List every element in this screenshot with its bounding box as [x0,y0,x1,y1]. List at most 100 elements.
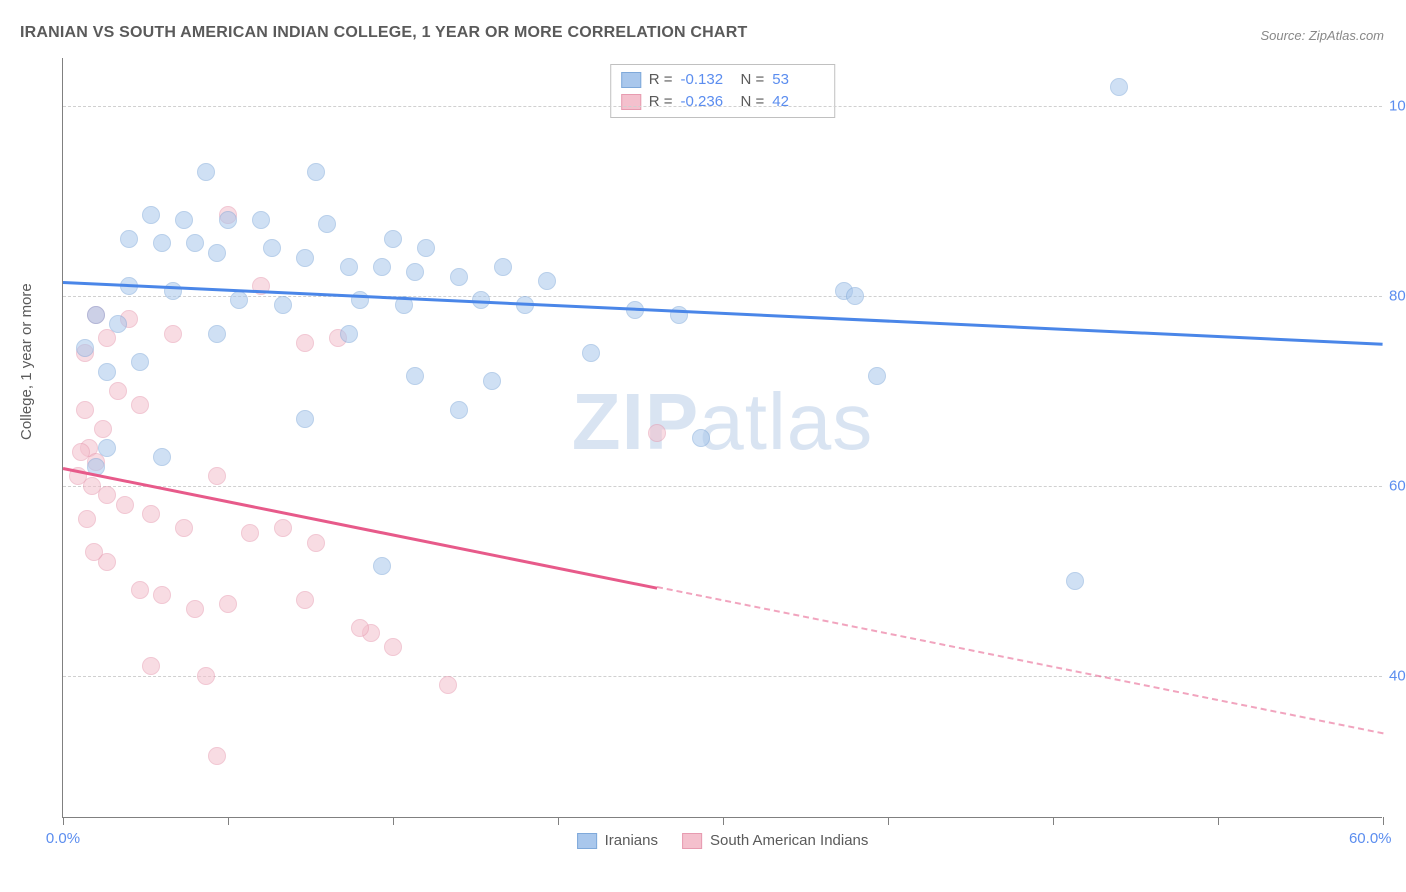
source-attribution: Source: ZipAtlas.com [1260,28,1384,43]
y-tick-label: 100.0% [1389,97,1406,114]
x-tick [1218,817,1219,825]
data-point-sai [131,396,149,414]
data-point-iranians [340,258,358,276]
data-point-iranians [131,353,149,371]
data-point-iranians [384,230,402,248]
data-point-sai [131,581,149,599]
stats-row-iranians: R = -0.132 N = 53 [621,69,825,91]
data-point-iranians [406,263,424,281]
x-tick [1383,817,1384,825]
stats-row-sai: R = -0.236 N = 42 [621,91,825,113]
data-point-iranians [120,230,138,248]
data-point-iranians [230,291,248,309]
stats-box: R = -0.132 N = 53 R = -0.236 N = 42 [610,64,836,118]
data-point-iranians [274,296,292,314]
data-point-iranians [164,282,182,300]
data-point-sai [274,519,292,537]
data-point-sai [208,747,226,765]
data-point-sai [296,334,314,352]
data-point-iranians [153,448,171,466]
r-value-sai: -0.236 [681,91,733,113]
data-point-iranians [142,206,160,224]
data-point-sai [208,467,226,485]
data-point-sai [109,382,127,400]
data-point-iranians [1066,572,1084,590]
data-point-iranians [252,211,270,229]
data-point-iranians [76,339,94,357]
trend-line-iranians [63,281,1383,346]
n-value-iranians: 53 [772,69,824,91]
y-axis-label: College, 1 year or more [18,283,35,440]
data-point-sai [439,676,457,694]
x-tick-label: 60.0% [1349,830,1392,847]
bottom-legend: Iranians South American Indians [577,832,869,849]
data-point-iranians [1110,78,1128,96]
x-tick [888,817,889,825]
chart-title: IRANIAN VS SOUTH AMERICAN INDIAN COLLEGE… [20,24,747,42]
watermark-light: atlas [699,377,873,466]
r-value-iranians: -0.132 [681,69,733,91]
data-point-sai [351,619,369,637]
data-point-sai [219,595,237,613]
data-point-iranians [98,439,116,457]
data-point-iranians [692,429,710,447]
gridline [63,296,1382,297]
data-point-sai [296,591,314,609]
data-point-iranians [582,344,600,362]
data-point-iranians [186,234,204,252]
x-tick-label: 0.0% [46,830,80,847]
data-point-iranians [868,367,886,385]
n-value-sai: 42 [772,91,824,113]
data-point-sai [197,667,215,685]
watermark: ZIPatlas [572,376,873,468]
data-point-iranians [494,258,512,276]
legend-swatch-sai [682,833,702,849]
n-label-2: N = [741,91,765,113]
r-label-2: R = [649,91,673,113]
data-point-iranians [296,410,314,428]
gridline [63,106,1382,107]
legend-swatch-iranians [577,833,597,849]
data-point-sai [98,486,116,504]
data-point-sai [384,638,402,656]
data-point-iranians [373,258,391,276]
data-point-sai [164,325,182,343]
data-point-sai [241,524,259,542]
data-point-iranians [197,163,215,181]
legend-label-sai: South American Indians [710,832,868,849]
x-tick [1053,817,1054,825]
legend-item-iranians: Iranians [577,832,658,849]
data-point-sai [186,600,204,618]
data-point-iranians [406,367,424,385]
y-tick-label: 60.0% [1389,477,1406,494]
data-point-sai [142,505,160,523]
y-tick-label: 80.0% [1389,287,1406,304]
data-point-iranians [175,211,193,229]
data-point-iranians [109,315,127,333]
data-point-iranians [263,239,281,257]
plot-area: ZIPatlas R = -0.132 N = 53 R = -0.236 N … [62,58,1382,818]
n-label: N = [741,69,765,91]
data-point-sai [142,657,160,675]
swatch-iranians [621,72,641,88]
data-point-iranians [340,325,358,343]
swatch-sai [621,94,641,110]
data-point-sai [94,420,112,438]
data-point-iranians [208,244,226,262]
x-tick [558,817,559,825]
data-point-iranians [846,287,864,305]
data-point-iranians [307,163,325,181]
gridline [63,486,1382,487]
data-point-iranians [483,372,501,390]
data-point-iranians [373,557,391,575]
data-point-iranians [538,272,556,290]
data-point-iranians [296,249,314,267]
x-tick [723,817,724,825]
x-tick [63,817,64,825]
data-point-sai [175,519,193,537]
data-point-iranians [450,401,468,419]
y-tick-label: 40.0% [1389,667,1406,684]
data-point-sai [116,496,134,514]
data-point-iranians [98,363,116,381]
watermark-bold: ZIP [572,377,699,466]
